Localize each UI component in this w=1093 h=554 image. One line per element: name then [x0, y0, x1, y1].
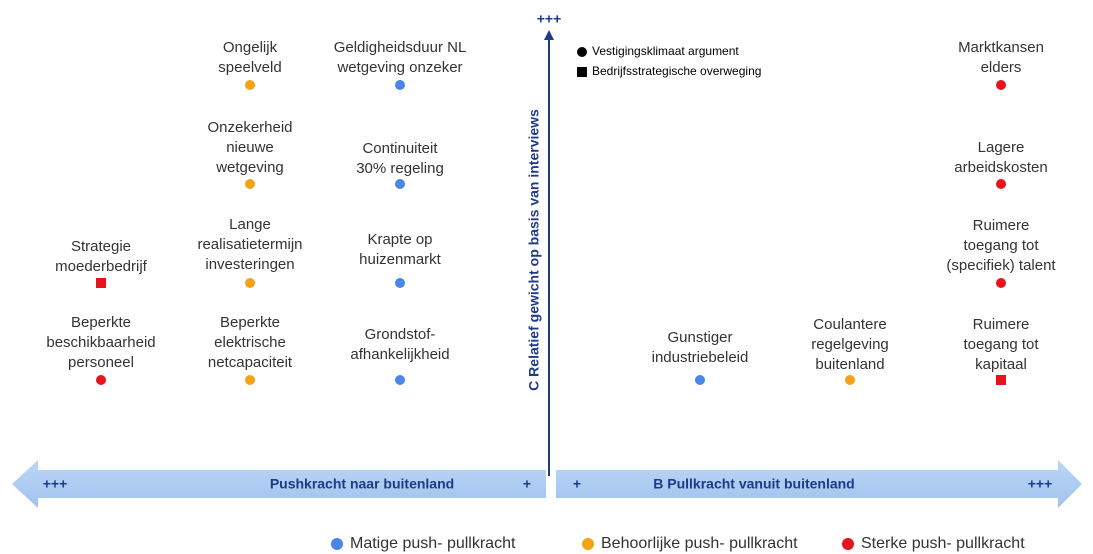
factor-label: toegang tot: [963, 237, 1039, 254]
factor-label: Onzekerheid: [207, 119, 292, 136]
factor-label: Marktkansen: [958, 39, 1044, 56]
factor-label: kapitaal: [975, 356, 1027, 373]
marker-circle: [395, 80, 405, 90]
legend-dot: [842, 538, 854, 550]
factor-label: Beperkte: [71, 314, 131, 331]
factor-label: netcapaciteit: [208, 354, 293, 371]
factor-label: Geldigheidsduur NL: [334, 39, 467, 56]
right-near: +: [573, 476, 581, 492]
factor-label: Beperkte: [220, 314, 280, 331]
factor-label: speelveld: [218, 59, 281, 76]
marker-square: [996, 375, 1006, 385]
factor-label: moederbedrijf: [55, 258, 148, 275]
factor-label: afhankelijkheid: [350, 346, 449, 363]
factor-label: Ongelijk: [223, 39, 278, 56]
factor-label: Ruimere: [973, 316, 1030, 333]
vertical-arrowhead: [544, 30, 554, 40]
left-arrow: [12, 460, 546, 508]
legend-dot: [582, 538, 594, 550]
marker-circle: [245, 179, 255, 189]
left-far: +++: [43, 476, 68, 492]
right-arrow: [556, 460, 1082, 508]
factor-label: Grondstof-: [365, 326, 436, 343]
factor-label: personeel: [68, 354, 134, 371]
axis-top: +++: [537, 11, 562, 27]
factor-label: wetgeving onzeker: [336, 59, 462, 76]
factor-label: Gunstiger: [667, 329, 732, 346]
factor-label: huizenmarkt: [359, 251, 442, 268]
factor-label: (specifiek) talent: [946, 257, 1056, 274]
marker-circle: [245, 80, 255, 90]
marker-circle: [996, 278, 1006, 288]
marker-circle: [395, 375, 405, 385]
marker-square: [96, 278, 106, 288]
factor-label: arbeidskosten: [954, 159, 1047, 176]
left-label: Pushkracht naar buitenland: [270, 476, 454, 492]
factor-label: elektrische: [214, 334, 286, 351]
marker-circle: [245, 278, 255, 288]
factor-label: elders: [981, 59, 1022, 76]
left-near: +: [523, 476, 531, 492]
right-far: +++: [1028, 476, 1053, 492]
factor-label: nieuwe: [226, 139, 274, 156]
marker-circle: [996, 80, 1006, 90]
factor-label: industriebeleid: [652, 349, 749, 366]
right-label: B Pullkracht vanuit buitenland: [653, 476, 854, 492]
color-legend-label: Sterke push- pullkracht: [861, 535, 1025, 552]
color-legend-label: Matige push- pullkracht: [350, 535, 516, 552]
factor-label: Lange: [229, 216, 271, 233]
marker-circle: [395, 278, 405, 288]
factor-label: buitenland: [815, 356, 884, 373]
factor-label: 30% regeling: [356, 160, 444, 177]
legend-dot: [331, 538, 343, 550]
marker-circle: [245, 375, 255, 385]
factor-label: toegang tot: [963, 336, 1039, 353]
factor-label: regelgeving: [811, 336, 889, 353]
marker-circle: [845, 375, 855, 385]
factor-label: wetgeving: [215, 159, 284, 176]
factor-label: Coulantere: [813, 316, 886, 333]
shape-legend-label: Bedrijfsstrategische overweging: [592, 64, 761, 78]
factor-label: beschikbaarheid: [46, 334, 155, 351]
shape-legend-label: Vestigingsklimaat argument: [592, 44, 739, 58]
marker-circle: [577, 47, 587, 57]
factor-label: Continuiteit: [362, 140, 438, 157]
factor-label: Lagere: [978, 139, 1025, 156]
factor-label: Strategie: [71, 238, 131, 255]
factor-label: investeringen: [205, 256, 294, 273]
factor-label: Krapte op: [367, 231, 432, 248]
marker-circle: [996, 179, 1006, 189]
marker-circle: [395, 179, 405, 189]
marker-circle: [695, 375, 705, 385]
color-legend-label: Behoorlijke push- pullkracht: [601, 535, 798, 552]
factor-label: Ruimere: [973, 217, 1030, 234]
marker-square: [577, 67, 587, 77]
factor-label: realisatietermijn: [197, 236, 302, 253]
vertical-axis-label: C Relatief gewicht op basis van intervie…: [526, 109, 542, 391]
marker-circle: [96, 375, 106, 385]
